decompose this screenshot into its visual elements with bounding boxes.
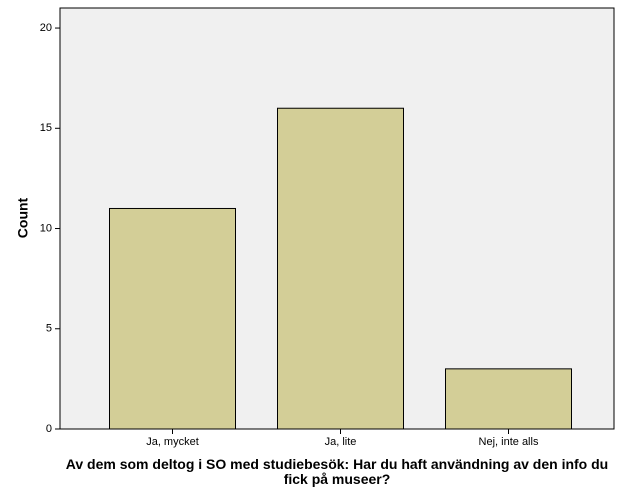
y-tick-label: 5 (46, 323, 52, 335)
y-tick-label: 0 (46, 423, 52, 435)
y-tick-label: 20 (40, 22, 52, 34)
y-axis-label: Count (15, 197, 31, 238)
y-tick-label: 10 (40, 222, 52, 234)
x-axis-label: Av dem som deltog i SO med studiebesök: … (65, 456, 609, 487)
bar (445, 368, 572, 430)
x-tick-label: Ja, lite (325, 436, 357, 448)
bar (277, 107, 404, 430)
x-tick-label: Ja, mycket (146, 436, 199, 448)
bar (109, 207, 236, 430)
x-tick-label: Nej, inte alls (479, 436, 539, 448)
y-tick-label: 15 (40, 122, 52, 134)
